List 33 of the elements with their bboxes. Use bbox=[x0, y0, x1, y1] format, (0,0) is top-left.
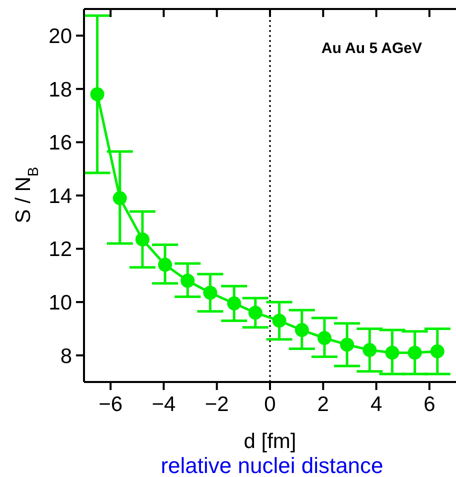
y-tick-label: 14 bbox=[48, 184, 72, 208]
point bbox=[317, 331, 332, 346]
x-tick-label: 0 bbox=[264, 392, 276, 416]
x-tick-label: −4 bbox=[152, 392, 176, 416]
x-tick-label: −2 bbox=[204, 392, 229, 416]
point bbox=[180, 274, 195, 288]
y-tick-label: 10 bbox=[48, 292, 72, 315]
point bbox=[227, 296, 242, 310]
point bbox=[248, 306, 262, 320]
point bbox=[112, 191, 127, 206]
point bbox=[385, 346, 400, 360]
point bbox=[158, 258, 172, 272]
point bbox=[90, 87, 104, 102]
annotation: Au Au 5 AGeV bbox=[321, 40, 422, 57]
x-tick-label: 6 bbox=[424, 392, 436, 416]
x-axis-title: d [fm] bbox=[244, 430, 296, 453]
point bbox=[203, 286, 218, 300]
y-tick-label: 20 bbox=[48, 25, 72, 48]
point bbox=[430, 344, 444, 358]
point bbox=[135, 232, 150, 246]
point bbox=[408, 346, 422, 360]
y-tick-label: 16 bbox=[48, 132, 72, 155]
point bbox=[294, 323, 309, 338]
point bbox=[272, 314, 286, 328]
point bbox=[362, 343, 377, 358]
point bbox=[340, 338, 354, 352]
y-tick-label: 12 bbox=[48, 238, 72, 262]
y-tick-label: 18 bbox=[48, 78, 72, 102]
x-tick-label: 4 bbox=[370, 392, 382, 416]
y-tick-label: 8 bbox=[60, 344, 72, 368]
text: relative nuclei distance bbox=[160, 453, 384, 477]
x-tick-label: −6 bbox=[98, 392, 123, 416]
x-tick-label: 2 bbox=[317, 392, 329, 416]
